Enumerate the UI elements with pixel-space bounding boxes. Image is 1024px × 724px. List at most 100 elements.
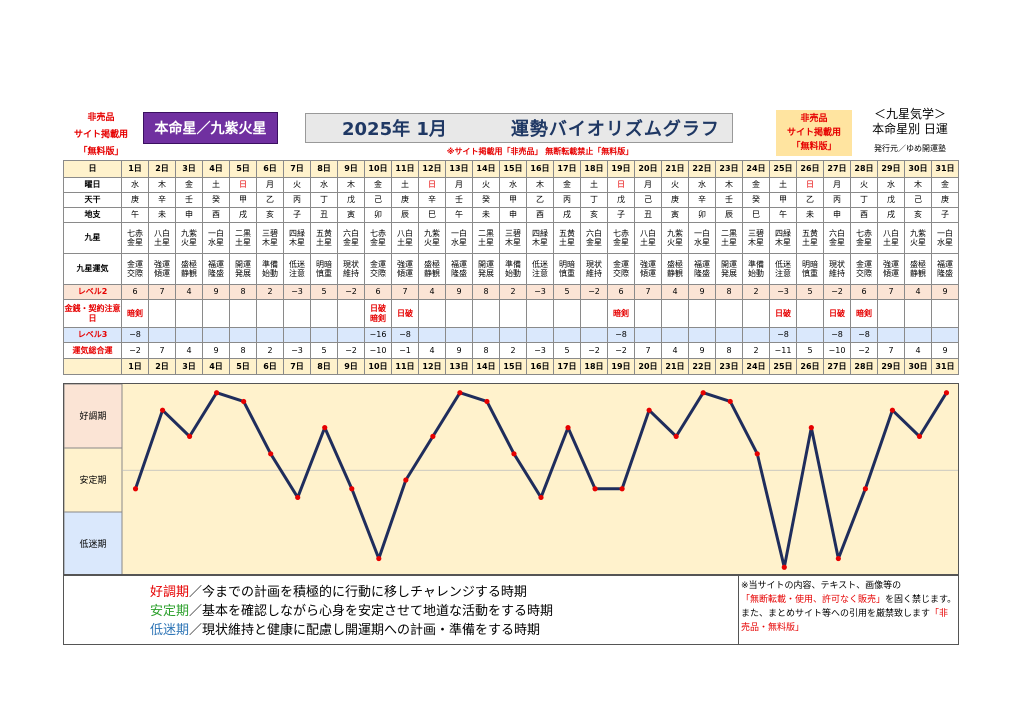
cell-unsei: 福運隆盛 [931, 253, 959, 285]
cell-kinsen [742, 299, 770, 328]
cell-kinsen: 日破暗剣 [364, 299, 392, 328]
cell-text: 三碧木星 [748, 228, 764, 247]
cell-tenkan: 癸 [742, 192, 770, 208]
cell-unsei: 盛極静観 [661, 253, 689, 285]
cell-kyusei: 七赤金星 [364, 222, 392, 254]
cell-total: −11 [769, 342, 797, 359]
cell-dates: 10日 [364, 160, 392, 178]
cell-kyusei: 五黄土星 [553, 222, 581, 254]
data-point [862, 486, 868, 492]
cell-tenkan: 辛 [418, 192, 446, 208]
cell-kinsen [175, 299, 203, 328]
cell-tenkan: 丁 [310, 192, 338, 208]
data-point [592, 486, 598, 492]
cell-kinsen [148, 299, 176, 328]
left-notice-line2: サイト掲載用 [73, 130, 128, 140]
cell-chishi: 午 [445, 207, 473, 223]
data-point [754, 451, 760, 457]
cell-tenkan: 己 [634, 192, 662, 208]
cell-chishi: 申 [499, 207, 527, 223]
label-empty [63, 358, 122, 375]
cell-total: 5 [553, 342, 581, 359]
cell-dates: 17日 [553, 358, 581, 375]
cell-tenkan: 庚 [931, 192, 959, 208]
cell-dates: 27日 [823, 358, 851, 375]
zone-label-bg [64, 511, 123, 574]
cell-kyusei: 五黄土星 [310, 222, 338, 254]
cell-dates: 13日 [445, 160, 473, 178]
cell-dates: 8日 [310, 160, 338, 178]
data-point [565, 425, 571, 431]
data-point [700, 390, 706, 396]
cell-level2: 2 [499, 284, 527, 300]
data-point [403, 477, 409, 483]
cell-level2: −3 [283, 284, 311, 300]
cell-level3 [931, 327, 959, 343]
cell-level2: −2 [823, 284, 851, 300]
cell-chishi: 酉 [202, 207, 230, 223]
data-point [159, 407, 166, 413]
cell-kinsen [202, 299, 230, 328]
cell-level3: −16 [364, 327, 392, 343]
cell-dates: 9日 [337, 358, 365, 375]
cell-weekdays: 水 [688, 177, 716, 193]
cell-total: −1 [391, 342, 419, 359]
cell-dates: 7日 [283, 160, 311, 178]
cell-kyusei: 三碧木星 [742, 222, 770, 254]
cell-dates: 17日 [553, 160, 581, 178]
cell-total: 4 [175, 342, 203, 359]
cell-unsei: 金運交際 [121, 253, 149, 285]
cell-text: 八白土星 [154, 228, 170, 247]
cell-weekdays: 木 [904, 177, 932, 193]
cell-kinsen [418, 299, 446, 328]
cell-kinsen [715, 299, 743, 328]
legend-good-text: ／今までの計画を積極的に行動に移しチャレンジする時期 [189, 585, 527, 600]
subtitle-label: 本命星別 日運 [872, 122, 948, 136]
cell-kyusei: 八白土星 [877, 222, 905, 254]
cell-kinsen [904, 299, 932, 328]
cell-tenkan: 庚 [391, 192, 419, 208]
cell-dates: 5日 [229, 358, 257, 375]
cell-dates: 24日 [742, 160, 770, 178]
cell-unsei: 低迷注意 [283, 253, 311, 285]
chart-title: 運勢バイオリズムグラフ [510, 119, 720, 140]
right-notice-line2: サイト掲載用 [786, 128, 841, 138]
cell-text: 一白水星 [208, 228, 224, 247]
cell-chishi: 午 [121, 207, 149, 223]
cell-weekdays: 水 [499, 177, 527, 193]
cell-dates: 23日 [715, 358, 743, 375]
cell-dates: 27日 [823, 160, 851, 178]
cell-weekdays: 金 [553, 177, 581, 193]
cell-dates: 11日 [391, 160, 419, 178]
cell-weekdays: 火 [850, 177, 878, 193]
cell-tenkan: 乙 [796, 192, 824, 208]
cell-text: 準備始動 [505, 259, 521, 278]
cell-weekdays: 月 [256, 177, 284, 193]
cell-weekdays: 木 [526, 177, 554, 193]
legend-low-term: 低迷期 [150, 623, 190, 638]
cell-tenkan: 壬 [175, 192, 203, 208]
cell-text: 開運発展 [235, 259, 251, 278]
cell-total: 7 [877, 342, 905, 359]
cell-dates: 11日 [391, 358, 419, 375]
cell-dates: 3日 [175, 358, 203, 375]
cell-weekdays: 火 [661, 177, 689, 193]
label-unsei: 九星運気 [63, 253, 122, 285]
cell-level3 [553, 327, 581, 343]
cell-dates: 5日 [229, 160, 257, 178]
label-level3: レベル3 [63, 327, 122, 343]
cell-total: 5 [310, 342, 338, 359]
cell-dates: 14日 [472, 160, 500, 178]
cell-kinsen [553, 299, 581, 328]
cell-unsei: 現状維持 [823, 253, 851, 285]
cell-chishi: 巳 [742, 207, 770, 223]
legend-low: 低迷期／現状維持と健康に配慮し開運期への計画・準備をする時期 [150, 621, 553, 640]
cell-text: 金運交際 [613, 259, 629, 278]
data-point [619, 486, 625, 492]
cell-level3 [310, 327, 338, 343]
cell-weekdays: 日 [607, 177, 635, 193]
cell-kyusei: 三碧木星 [256, 222, 284, 254]
cell-chishi: 申 [175, 207, 203, 223]
copyright-notice: ※サイト掲載用「非売品」 無断転載禁止「無料版」 [446, 147, 634, 156]
label-tenkan: 天干 [63, 192, 122, 208]
